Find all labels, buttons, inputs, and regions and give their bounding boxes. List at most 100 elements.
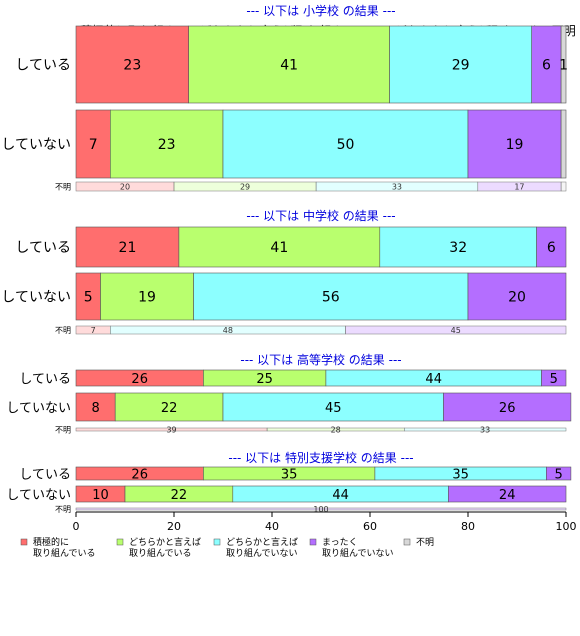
legend-label: 取り組んでいない: [226, 547, 298, 559]
row-label: していない: [1, 290, 71, 306]
legend-swatch: [116, 538, 124, 546]
data-label: 24: [499, 488, 516, 503]
legend-swatch: [213, 538, 221, 546]
unknown-row-label: 不明: [55, 183, 71, 192]
unknown-data-label: 100: [313, 505, 328, 514]
row-label: している: [19, 468, 71, 483]
data-label: 21: [119, 240, 137, 256]
bar-segment: [467, 109, 562, 179]
row-label: している: [15, 58, 71, 74]
unknown-bar-segment: [404, 427, 567, 432]
data-label: 26: [131, 372, 148, 387]
unknown-bar-segment: [560, 181, 567, 192]
bar-segment: [536, 226, 567, 268]
unknown-data-label: 33: [392, 183, 402, 192]
data-label: 26: [499, 401, 516, 416]
legend-label: 不明: [416, 537, 434, 548]
bar-segment: [389, 25, 533, 104]
bar-segment: [188, 25, 390, 104]
bar-segment: [75, 226, 180, 268]
unknown-bar-segment: [75, 507, 567, 511]
data-label: 50: [337, 137, 355, 153]
bar-segment: [560, 109, 567, 179]
bar-segment: [75, 272, 101, 321]
data-label: 5: [555, 468, 563, 483]
data-label: 35: [281, 468, 298, 483]
panel-title: --- 以下は 中学校 の結果 ---: [246, 208, 395, 223]
legend-swatch: [403, 538, 411, 546]
data-label: 56: [322, 290, 340, 306]
data-label: 22: [171, 488, 188, 503]
row-label: していない: [1, 137, 71, 153]
legend-label: 取り組んでいる: [33, 547, 96, 559]
bar-segment: [541, 369, 567, 387]
data-label: 29: [452, 58, 470, 74]
bar-segment: [467, 272, 567, 321]
data-label: 6: [542, 58, 551, 74]
row-label: している: [15, 240, 71, 256]
bar-segment: [560, 25, 567, 104]
unknown-data-label: 28: [331, 426, 341, 435]
unknown-data-label: 17: [514, 183, 524, 192]
data-label: 6: [547, 240, 556, 256]
legend-swatch: [20, 538, 28, 546]
unknown-data-label: 33: [480, 426, 490, 435]
bar-segment: [379, 226, 537, 268]
legend-label: どちらかと言えば: [226, 536, 298, 548]
data-label: 8: [91, 401, 99, 416]
data-label: 10: [92, 488, 109, 503]
unknown-row-label: 不明: [55, 426, 71, 435]
legend-label: まったく: [322, 537, 358, 548]
data-label: 23: [123, 58, 141, 74]
panel-title: --- 以下は 小学校 の結果 ---: [246, 3, 395, 18]
x-tick-label: 80: [461, 520, 475, 533]
data-label: 35: [452, 468, 469, 483]
data-label: 41: [270, 240, 288, 256]
data-label: 26: [131, 468, 148, 483]
data-label: 23: [158, 137, 176, 153]
row-label: している: [19, 372, 71, 387]
data-label: 41: [280, 58, 298, 74]
data-label: 1: [559, 58, 568, 74]
bar-segment: [75, 392, 116, 422]
x-tick-label: 100: [556, 520, 577, 533]
data-label: 19: [138, 290, 156, 306]
bar-segment: [443, 392, 572, 422]
bar-segment: [110, 109, 224, 179]
bar-segment: [546, 466, 572, 481]
unknown-data-label: 29: [240, 183, 250, 192]
data-label: 22: [161, 401, 178, 416]
unknown-data-label: 7: [91, 326, 96, 335]
data-label: 7: [89, 137, 98, 153]
panel-title: --- 以下は 高等学校 の結果 ---: [240, 352, 401, 367]
unknown-data-label: 48: [223, 326, 233, 335]
data-label: 25: [256, 372, 273, 387]
row-label: していない: [6, 401, 71, 416]
bar-segment: [114, 392, 224, 422]
bar-segment: [448, 485, 567, 503]
x-tick-label: 40: [265, 520, 279, 533]
x-tick-label: 20: [167, 520, 181, 533]
bar-segment: [75, 109, 111, 179]
unknown-data-label: 45: [451, 326, 461, 335]
data-label: 20: [508, 290, 526, 306]
unknown-data-label: 20: [120, 183, 130, 192]
data-label: 44: [425, 372, 442, 387]
data-label: 5: [550, 372, 558, 387]
legend-label: 積極的に: [33, 536, 69, 548]
legend-label: どちらかと言えば: [129, 536, 201, 548]
bar-segment: [178, 226, 381, 268]
legend-label: 取り組んでいる: [129, 547, 192, 559]
legend-label: 取り組んでいない: [322, 547, 394, 559]
x-tick-label: 0: [73, 520, 80, 533]
unknown-row-label: 不明: [55, 326, 71, 335]
legend-swatch: [309, 538, 317, 546]
unknown-data-label: 39: [166, 426, 176, 435]
unknown-row-label: 不明: [55, 505, 71, 514]
bar-segment: [100, 272, 194, 321]
panel-title: --- 以下は 特別支援学校 の結果 ---: [228, 450, 413, 465]
data-label: 5: [84, 290, 93, 306]
x-tick-label: 60: [363, 520, 377, 533]
data-label: 45: [325, 401, 342, 416]
